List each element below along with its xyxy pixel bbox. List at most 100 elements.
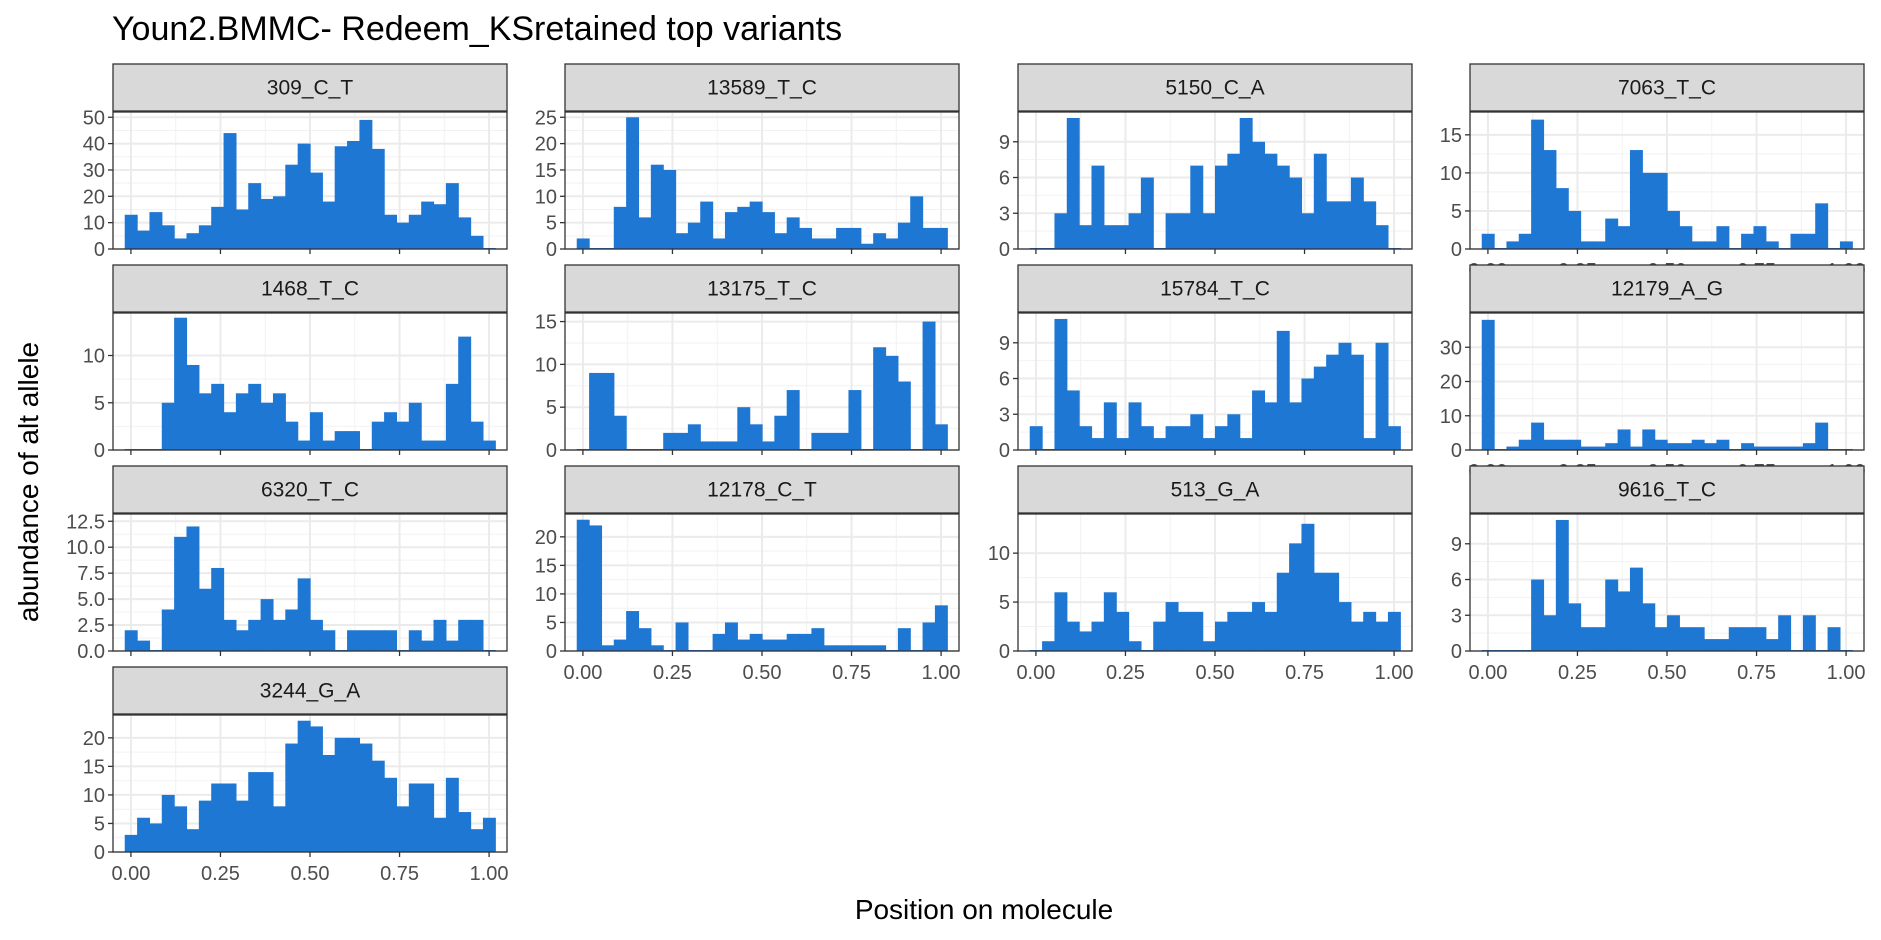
histogram-bar <box>186 526 200 651</box>
histogram-bar <box>1214 621 1228 651</box>
histogram-bar <box>1716 439 1730 450</box>
histogram-bar <box>1054 213 1068 249</box>
histogram-bar <box>248 383 262 450</box>
histogram-bar <box>1580 446 1594 450</box>
histogram-bar <box>1239 117 1253 250</box>
histogram-bar <box>482 440 496 450</box>
facet-panel-7063_T_C: 7063_T_C0510150.000.250.500.751.00 <box>1440 63 1866 282</box>
histogram-bar <box>1350 354 1364 450</box>
histogram-bar <box>1531 422 1545 450</box>
histogram-bar <box>272 196 286 249</box>
histogram-bar <box>396 421 410 450</box>
y-tick-label: 40 <box>83 134 105 156</box>
histogram-bar <box>1066 117 1080 250</box>
histogram-bar <box>1103 402 1117 450</box>
histogram-bar <box>260 198 274 249</box>
histogram-bar <box>1128 213 1142 249</box>
histogram-bar <box>786 633 800 651</box>
histogram-bar <box>149 212 163 249</box>
histogram-bar <box>470 235 484 249</box>
histogram-bar <box>934 605 948 651</box>
histogram-bar <box>1580 627 1594 651</box>
histogram-bar <box>149 823 163 852</box>
histogram-bar <box>235 800 249 852</box>
histogram-bar <box>1691 241 1705 249</box>
histogram-bar <box>885 238 899 249</box>
y-tick-label: 15 <box>535 312 557 334</box>
histogram-bar <box>737 206 751 249</box>
histogram-bar <box>774 415 788 450</box>
histogram-bar <box>1313 572 1327 651</box>
histogram-bar <box>1765 639 1779 651</box>
histogram-bar <box>1264 402 1278 450</box>
x-tick-label: 0.00 <box>111 863 150 885</box>
histogram-bar <box>1289 177 1303 249</box>
histogram-bar <box>1790 233 1804 249</box>
histogram-bar <box>322 201 336 249</box>
y-tick-label: 15 <box>1440 125 1462 147</box>
histogram-bar <box>1741 443 1755 450</box>
histogram-bar <box>174 806 188 852</box>
histogram-bar <box>272 619 286 651</box>
y-tick-label: 0 <box>999 440 1010 462</box>
histogram-bar <box>1326 572 1340 651</box>
histogram-bar <box>836 227 850 249</box>
y-tick-label: 0 <box>1451 239 1462 261</box>
histogram-bar <box>1264 611 1278 651</box>
histogram-bar <box>1326 354 1340 450</box>
histogram-bar <box>1605 218 1619 249</box>
x-tick-label: 0.00 <box>1468 662 1507 684</box>
histogram-bar <box>897 381 911 450</box>
histogram-bar <box>1214 165 1228 249</box>
facet-panel-12179_A_G: 12179_A_G01020300.000.250.500.751.00 <box>1440 264 1866 483</box>
histogram-bar <box>1079 225 1093 249</box>
histogram-bar <box>761 212 775 249</box>
histogram-bar <box>408 783 422 852</box>
facet-panel-15784_T_C: 15784_T_C 0 3 6 9 <box>999 264 1413 462</box>
histogram-bar <box>384 412 398 450</box>
y-tick-label: 30 <box>1440 337 1462 359</box>
histogram-bar <box>433 619 447 651</box>
histogram-bar <box>137 640 151 651</box>
histogram-bar <box>601 372 615 450</box>
histogram-bar <box>1506 241 1520 249</box>
histogram-bar <box>811 628 825 651</box>
histogram-bar <box>470 421 484 450</box>
histogram-bar <box>1227 153 1241 249</box>
histogram-bar <box>347 140 361 249</box>
histogram-bar <box>198 800 212 852</box>
histogram-bar <box>724 622 738 651</box>
y-tick-label: 10 <box>535 354 557 376</box>
histogram-bar <box>1103 225 1117 249</box>
histogram-bar <box>1753 627 1767 651</box>
histogram-bar <box>1276 165 1290 249</box>
histogram-bar <box>1555 439 1569 450</box>
histogram-bar <box>1642 603 1656 651</box>
histogram-bar <box>1066 390 1080 450</box>
histogram-bar <box>223 619 237 651</box>
histogram-bar <box>124 214 138 249</box>
y-tick-label: 15 <box>535 555 557 577</box>
facet-strip <box>112 264 508 313</box>
x-tick-label: 0.00 <box>563 662 602 684</box>
histogram-bar <box>934 424 948 450</box>
facet-strip <box>112 63 508 112</box>
histogram-bar <box>408 214 422 249</box>
histogram-bar <box>1252 602 1266 651</box>
x-tick-label: 0.75 <box>832 662 871 684</box>
histogram-bar <box>1091 621 1105 651</box>
histogram-bar <box>1202 641 1216 651</box>
histogram-bar <box>848 390 862 450</box>
histogram-bar <box>1654 439 1668 450</box>
histogram-bar <box>922 321 936 450</box>
histogram-bar <box>297 578 311 651</box>
facet-strip-label: 5150_C_A <box>1165 77 1264 100</box>
histogram-bar <box>1079 631 1093 651</box>
histogram-bar <box>1301 523 1315 651</box>
histogram-bar <box>1227 611 1241 651</box>
y-tick-label: 3 <box>1451 605 1462 627</box>
x-tick-label: 0.50 <box>1196 662 1235 684</box>
y-tick-label: 9 <box>999 333 1010 355</box>
histogram-bar <box>1617 591 1631 651</box>
facet-strip-label: 309_C_T <box>267 77 354 100</box>
